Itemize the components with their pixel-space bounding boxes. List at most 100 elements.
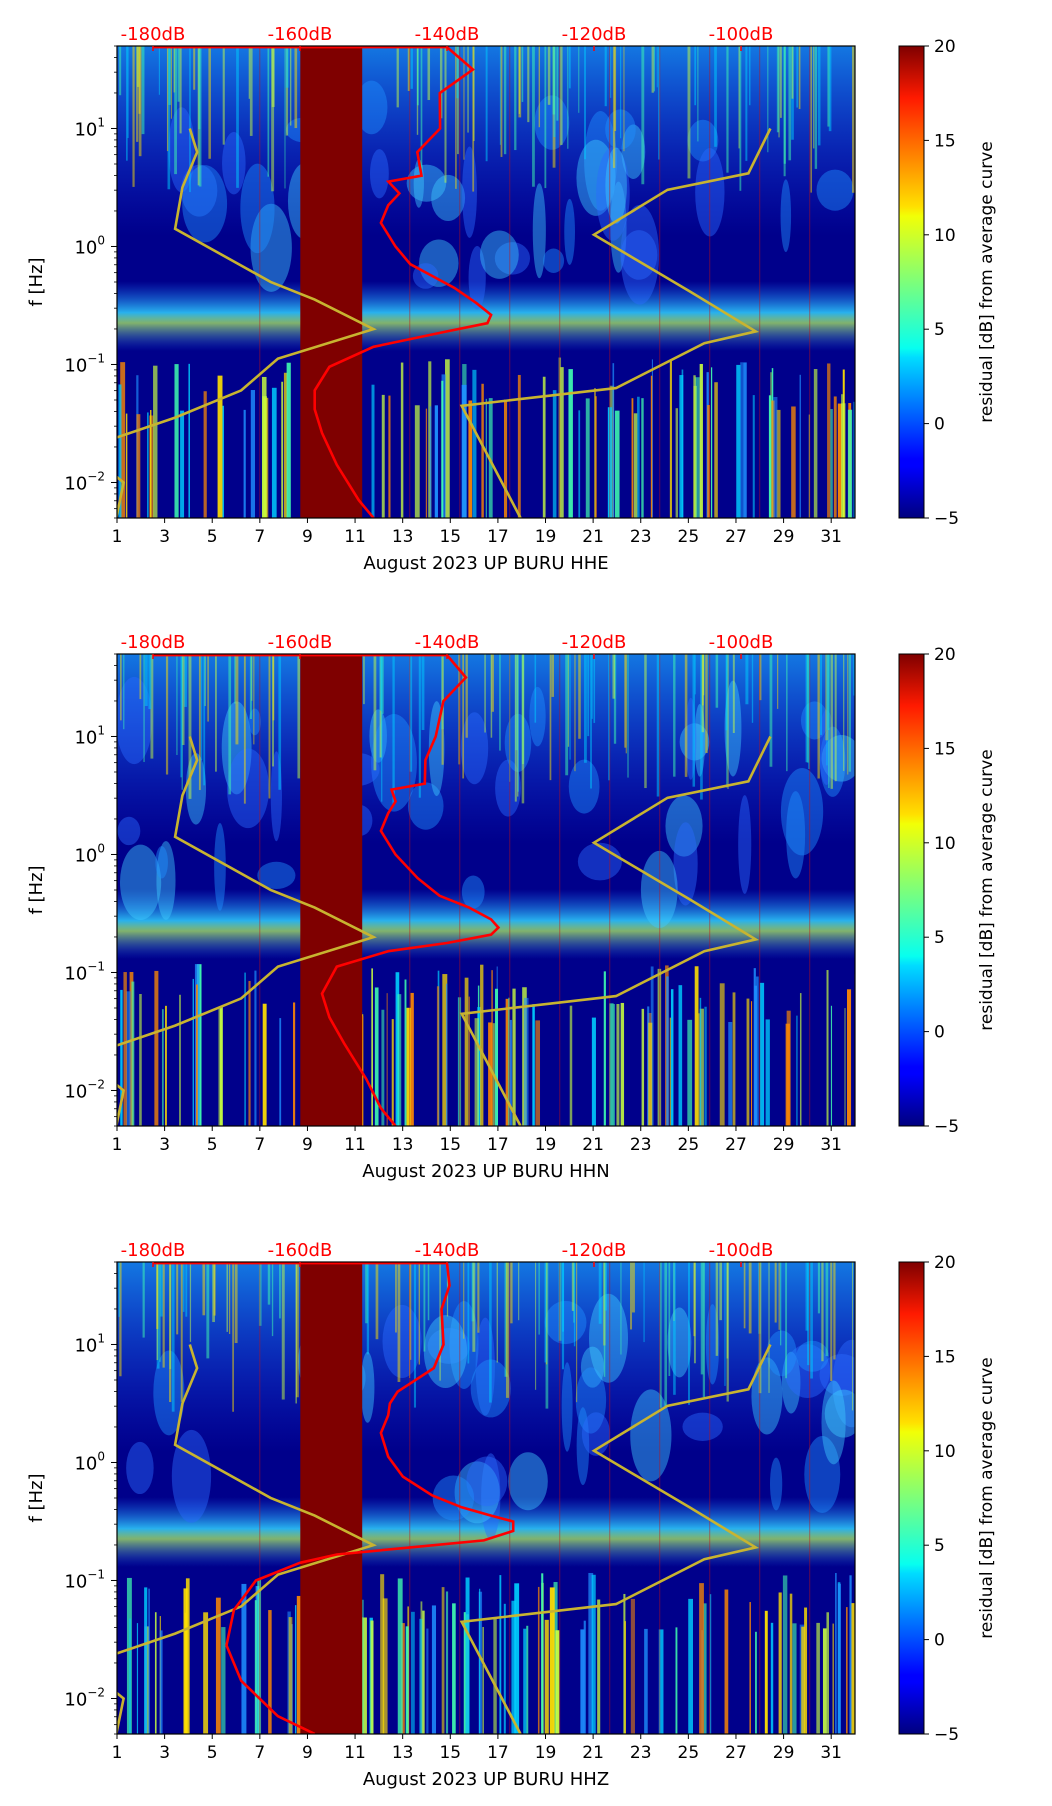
- db-tick-label: -180dB: [121, 24, 186, 45]
- transient-streak: [603, 1262, 606, 1377]
- transient-streak: [845, 1607, 848, 1734]
- transient-streak: [700, 654, 703, 800]
- transient-streak: [423, 1262, 426, 1352]
- median-psd-line: [153, 46, 493, 518]
- transient-streak: [630, 1262, 633, 1330]
- transient-streak: [189, 46, 191, 193]
- transient-streak: [418, 1262, 421, 1365]
- transient-streak: [810, 1262, 813, 1379]
- transient-streak: [821, 1262, 824, 1362]
- colorbar-tick-label: −5: [934, 1725, 959, 1745]
- x-tick-label: 31: [820, 1743, 842, 1763]
- transient-streak: [700, 1262, 704, 1375]
- transient-streak: [143, 654, 145, 763]
- transient-streak: [500, 46, 503, 157]
- transient-streak: [804, 1607, 808, 1734]
- transient-streak: [826, 654, 830, 730]
- transient-streak: [154, 1612, 157, 1734]
- transient-streak: [688, 1262, 690, 1405]
- transient-streak: [192, 978, 194, 1126]
- transient-streak: [668, 1262, 671, 1376]
- transient-streak: [232, 1262, 234, 1412]
- transient-streak: [505, 998, 509, 1126]
- transient-streak: [222, 405, 225, 518]
- transient-streak: [573, 1262, 576, 1347]
- spectrogram-image: [117, 654, 855, 1126]
- db-tick-label: -140dB: [415, 1240, 480, 1261]
- noise-blob: [580, 1346, 605, 1388]
- transient-streak: [631, 1262, 635, 1313]
- transient-streak: [179, 46, 182, 134]
- x-axis-label: August 2023 UP BURU HHN: [362, 1161, 609, 1182]
- noise-blob: [355, 80, 388, 135]
- transient-streak: [137, 46, 140, 87]
- transient-streak: [463, 1262, 465, 1339]
- transient-streak: [136, 1623, 139, 1734]
- high-noise-model-line: [459, 735, 772, 1126]
- transient-streak: [748, 1262, 752, 1334]
- transient-streak: [174, 46, 177, 175]
- y-tick-label: 100: [74, 233, 105, 258]
- transient-streak: [120, 989, 123, 1126]
- noise-blob: [508, 1452, 548, 1511]
- transient-streak: [123, 972, 127, 1126]
- x-tick-label: 5: [207, 1135, 218, 1155]
- transient-streak: [222, 46, 225, 145]
- transient-streak: [434, 405, 438, 518]
- noise-blob: [576, 1407, 590, 1486]
- x-tick-label: 21: [582, 1135, 604, 1155]
- transient-streak: [262, 1003, 267, 1126]
- transient-streak: [518, 46, 522, 118]
- transient-streak: [517, 374, 521, 518]
- transient-streak: [236, 46, 239, 188]
- transient-streak: [627, 654, 629, 778]
- transient-streak: [719, 1262, 722, 1321]
- x-tick-label: 3: [159, 527, 170, 547]
- transient-streak: [167, 46, 171, 190]
- transient-streak: [452, 1603, 456, 1734]
- transient-streak: [362, 1617, 367, 1734]
- transient-streak: [609, 1003, 614, 1126]
- noise-blob: [682, 1412, 723, 1441]
- transient-streak: [768, 395, 772, 518]
- x-tick-label: 19: [535, 527, 557, 547]
- transient-streak: [853, 654, 855, 696]
- transient-streak: [826, 970, 829, 1126]
- transient-streak: [641, 46, 645, 185]
- transient-streak: [249, 46, 253, 136]
- transient-streak: [773, 396, 778, 518]
- transient-streak: [705, 654, 708, 754]
- transient-streak: [701, 654, 705, 733]
- high-noise-model-line: [459, 1343, 772, 1734]
- transient-streak: [739, 46, 742, 191]
- transient-streak: [776, 409, 781, 518]
- transient-streak: [279, 1262, 281, 1319]
- transient-streak: [503, 1603, 506, 1734]
- transient-streak: [745, 46, 748, 161]
- low-noise-model-line: [117, 736, 377, 1126]
- transient-streak: [779, 46, 782, 118]
- transient-streak: [441, 1587, 445, 1734]
- transient-streak: [796, 46, 799, 108]
- transient-streak: [379, 654, 383, 711]
- noise-blob: [561, 1362, 573, 1452]
- transient-streak: [699, 1008, 704, 1126]
- transient-streak: [439, 46, 443, 119]
- transient-streak: [203, 391, 207, 518]
- transient-streak: [648, 1022, 653, 1126]
- noise-blob: [780, 768, 824, 856]
- noise-blob: [117, 816, 141, 846]
- transient-streak: [154, 970, 159, 1126]
- noise-blob: [222, 132, 246, 195]
- colorbar-tick-label: −5: [934, 509, 959, 529]
- x-tick-label: 23: [630, 1135, 652, 1155]
- transient-streak: [644, 654, 647, 789]
- noise-blob: [543, 248, 565, 273]
- transient-streak: [426, 1628, 429, 1734]
- x-tick-label: 5: [207, 1743, 218, 1763]
- transient-streak: [740, 362, 744, 518]
- transient-streak: [472, 1262, 476, 1352]
- transient-streak: [510, 1262, 513, 1324]
- transient-streak: [180, 410, 185, 518]
- transient-streak: [789, 1593, 793, 1734]
